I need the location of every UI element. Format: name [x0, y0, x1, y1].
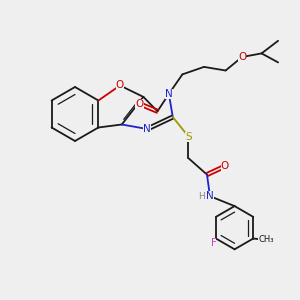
Text: O: O	[116, 80, 124, 91]
Text: O: O	[238, 52, 246, 62]
Text: N: N	[143, 124, 151, 134]
Text: F: F	[211, 238, 216, 248]
Text: N: N	[165, 89, 173, 99]
Text: O: O	[135, 99, 144, 109]
Text: S: S	[185, 131, 192, 142]
Text: O: O	[221, 161, 229, 171]
Text: CH₃: CH₃	[258, 236, 274, 244]
Text: N: N	[206, 191, 214, 201]
Text: H: H	[198, 192, 205, 201]
